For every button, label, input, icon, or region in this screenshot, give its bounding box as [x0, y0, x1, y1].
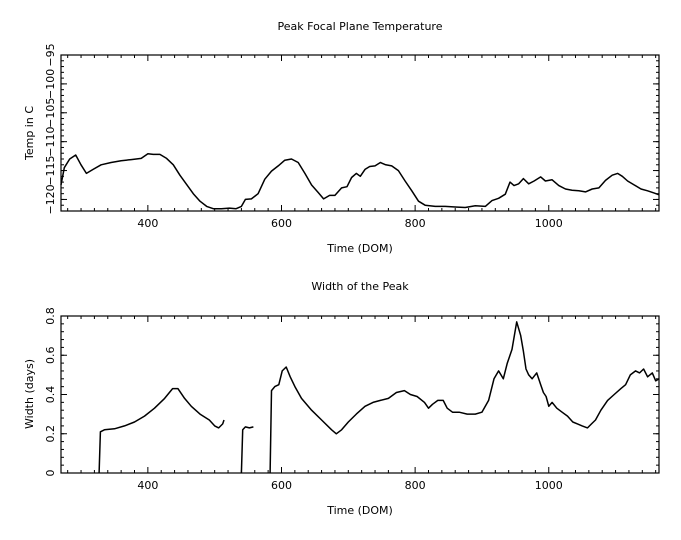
y-tick-label: 0.2	[44, 425, 57, 443]
y-tick-label: −100	[44, 69, 57, 99]
x-tick-label: 800	[405, 479, 426, 492]
y-tick-label: −110	[44, 127, 57, 157]
width-x-ticks: 400 600 800 1000	[67, 316, 657, 492]
temperature-plot-frame	[60, 54, 660, 212]
y-tick-label: 0.8	[44, 307, 57, 325]
x-tick-label: 1000	[535, 217, 563, 230]
width-panel: Width of the Peak 400 600 800 1000 00.20.40…	[23, 280, 660, 517]
y-tick-label: −95	[44, 43, 57, 66]
y-tick-label: −105	[44, 98, 57, 128]
x-tick-label: 400	[137, 479, 158, 492]
width-plot-frame	[60, 315, 660, 474]
x-tick-label: 400	[137, 217, 158, 230]
series-line-segment	[269, 321, 660, 474]
temperature-y-ticks: −120−115−110−105−100 −95	[44, 43, 659, 215]
series-line-segment	[98, 387, 225, 474]
x-tick-label: 1000	[535, 479, 563, 492]
temperature-series	[60, 153, 660, 210]
series-line-segment	[240, 426, 254, 474]
x-tick-label: 600	[271, 479, 292, 492]
series-line-segment	[60, 153, 660, 210]
width-x-axis-label: Time (DOM)	[326, 504, 393, 517]
x-tick-label: 800	[405, 217, 426, 230]
y-tick-label: 0	[44, 470, 57, 477]
temperature-panel: Peak Focal Plane Temperature 400 600 800 10…	[23, 20, 660, 255]
width-y-axis-label: Width (days)	[23, 359, 36, 429]
temperature-y-axis-label: Temp in C	[23, 106, 36, 161]
x-tick-label: 600	[271, 217, 292, 230]
y-tick-label: −115	[44, 155, 57, 185]
width-y-ticks: 0 0.2 0.4 0.6 0.8	[44, 307, 659, 477]
temperature-chart-title: Peak Focal Plane Temperature	[278, 20, 443, 33]
y-tick-label: 0.6	[44, 347, 57, 365]
y-tick-label: 0.4	[44, 386, 57, 404]
temperature-x-axis-label: Time (DOM)	[326, 242, 393, 255]
width-chart-title: Width of the Peak	[311, 280, 409, 293]
width-series	[98, 321, 660, 474]
y-tick-label: −120	[44, 184, 57, 214]
temperature-x-ticks: 400 600 800 1000	[67, 55, 657, 230]
